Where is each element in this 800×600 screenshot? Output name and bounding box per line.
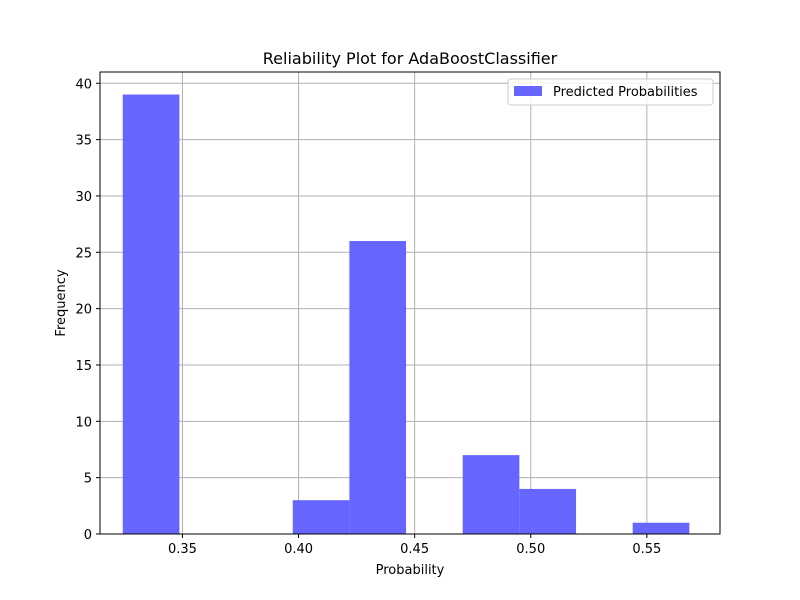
y-tick-label: 30: [75, 190, 92, 205]
histogram-bar: [349, 241, 407, 534]
x-tick-label: 0.45: [400, 542, 429, 557]
x-axis-ticks: 0.35 0.40 0.45 0.50 0.55: [168, 534, 661, 557]
y-tick-label: 5: [84, 472, 92, 487]
histogram-bar: [519, 488, 577, 534]
legend-label: Predicted Probabilities: [553, 85, 698, 100]
x-tick-label: 0.50: [516, 542, 545, 557]
y-tick-label: 0: [84, 528, 92, 543]
histogram-bar: [462, 455, 520, 534]
histogram-bars: [122, 94, 690, 534]
y-tick-label: 40: [75, 77, 92, 92]
legend-swatch: [514, 86, 542, 96]
y-axis-label: Frequency: [54, 269, 69, 336]
histogram-bar: [292, 500, 350, 534]
histogram-bar: [632, 522, 690, 534]
y-axis-ticks: 0 5 10 15 20 25 30 35 40: [75, 77, 100, 543]
x-tick-label: 0.40: [284, 542, 313, 557]
histogram-bar: [122, 94, 180, 534]
x-tick-label: 0.35: [168, 542, 197, 557]
chart-title: Reliability Plot for AdaBoostClassifier: [263, 49, 558, 68]
y-tick-label: 25: [75, 246, 92, 261]
grid-lines: [100, 72, 720, 535]
x-axis-label: Probability: [376, 563, 445, 578]
legend-box: [507, 78, 714, 106]
y-tick-label: 20: [75, 303, 92, 318]
x-tick-label: 0.55: [632, 542, 661, 557]
y-tick-label: 15: [75, 359, 92, 374]
legend: Predicted Probabilities: [507, 78, 714, 106]
y-tick-label: 35: [75, 134, 92, 149]
plot-frame: [99, 71, 721, 535]
y-tick-label: 10: [75, 415, 92, 430]
